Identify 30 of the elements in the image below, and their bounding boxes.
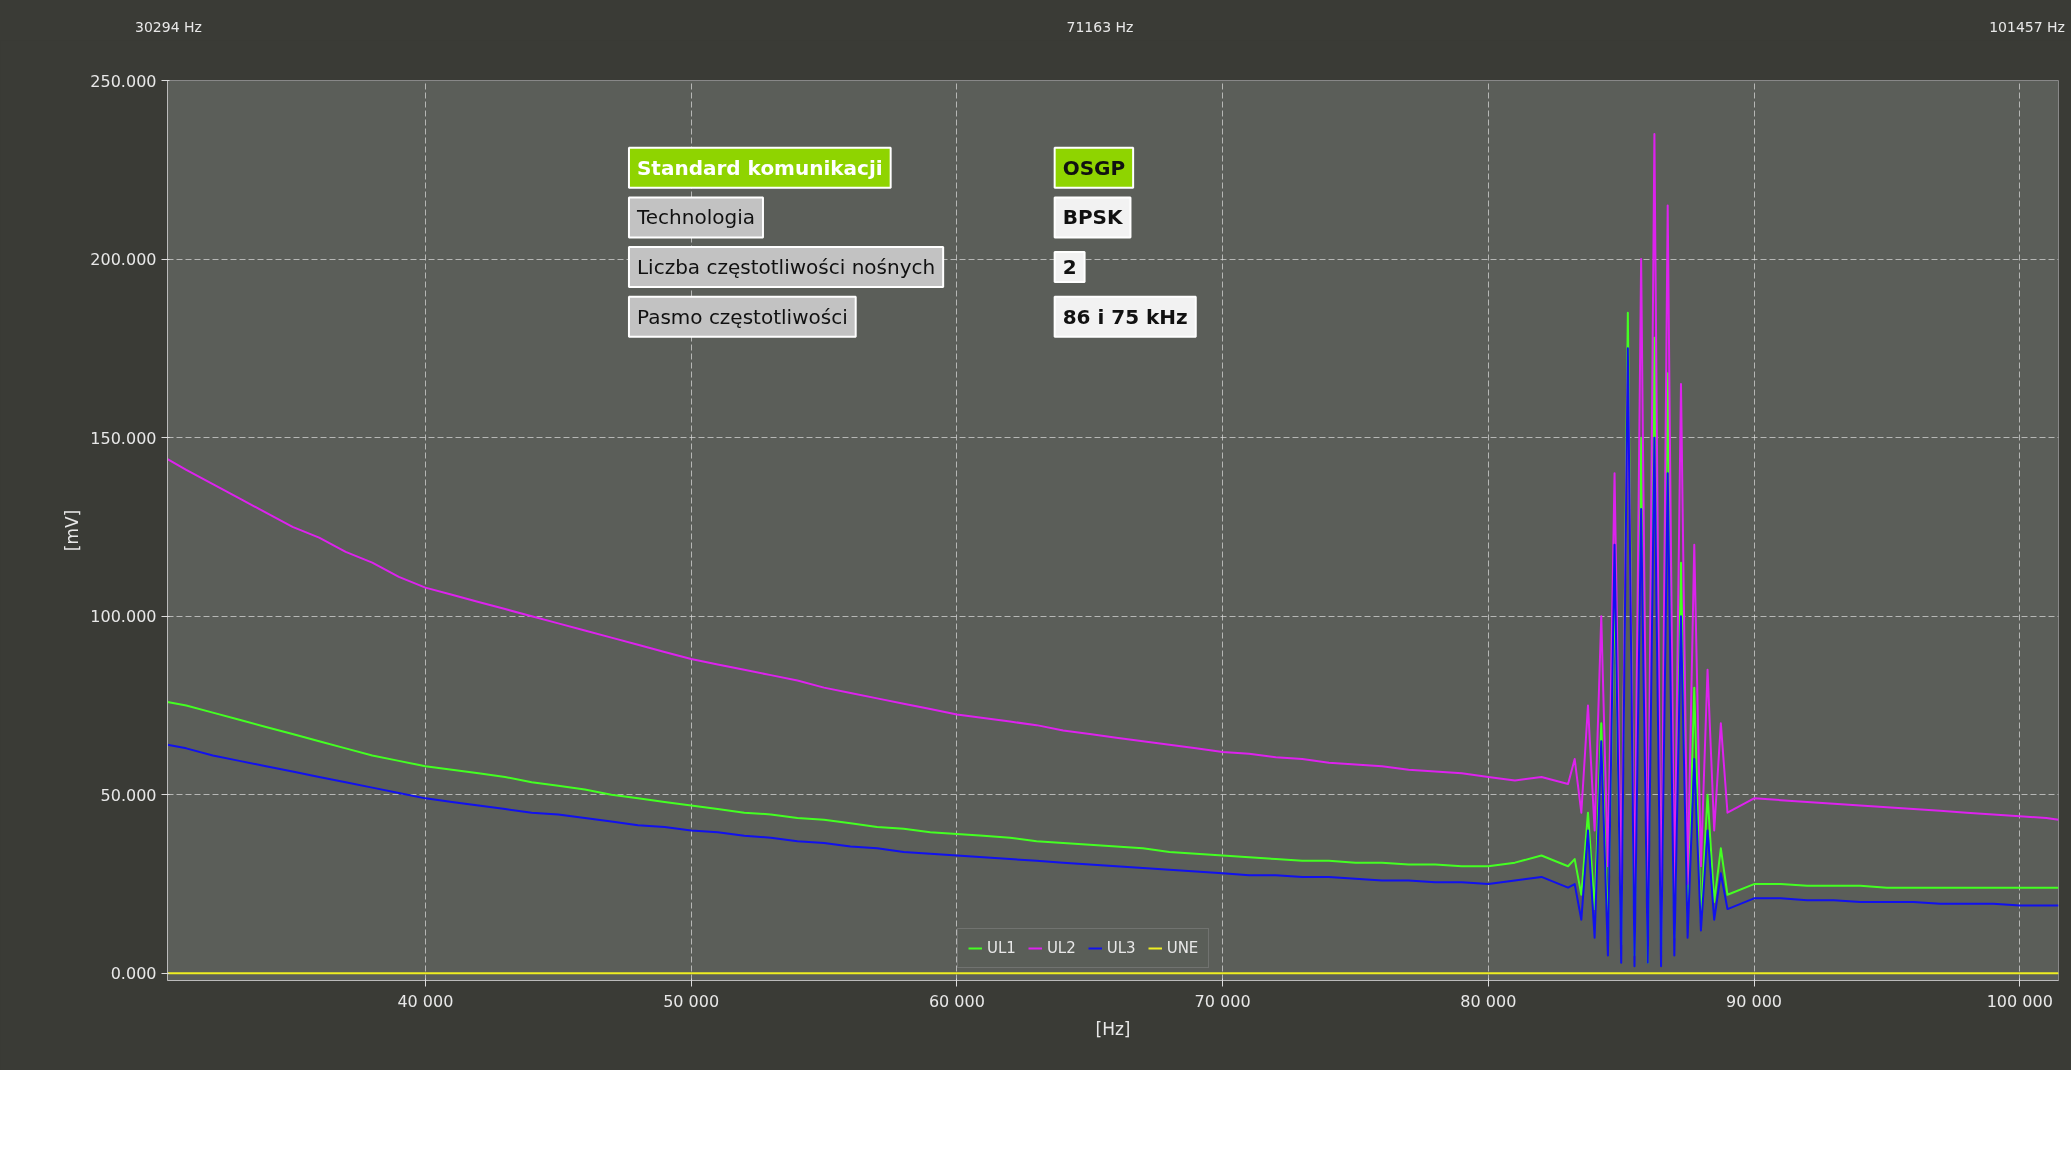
annotation: Technologia [635, 205, 755, 230]
y-tick-label: 50.000 [100, 785, 157, 805]
annotation: 86 i 75 kHz [1062, 304, 1188, 329]
y-tick-label: 150.000 [90, 428, 157, 448]
x-tick-label: 80 000 [1460, 991, 1517, 1011]
x-tick-label: 100 000 [1986, 991, 2053, 1011]
x-tick-label: 40 000 [397, 991, 454, 1011]
annotation: BPSK [1062, 205, 1124, 230]
annotation: Liczba częstotliwości nośnych [636, 255, 936, 280]
annotation: 2 [1062, 255, 1077, 280]
legend-label: UL2 [1046, 939, 1076, 957]
x-axis-title: [Hz] [1095, 1018, 1131, 1039]
x-tick-label: 90 000 [1726, 991, 1783, 1011]
legend-label: UNE [1166, 939, 1199, 957]
x-tick-label: 70 000 [1194, 991, 1251, 1011]
y-tick-label: 250.000 [90, 71, 157, 91]
annotation: OSGP [1062, 155, 1126, 180]
x-tick-label: 60 000 [928, 991, 985, 1011]
legend-label: UL1 [987, 939, 1016, 957]
y-tick-label: 100.000 [90, 607, 157, 627]
annotation: Pasmo częstotliwości [636, 304, 848, 329]
text: 71163 Hz [1065, 18, 1135, 37]
text: 101457 Hz [1988, 18, 2065, 37]
y-tick-label: 200.000 [90, 250, 157, 270]
y-axis-title: [mV] [62, 509, 83, 552]
text: 30294 Hz [135, 18, 203, 37]
y-tick-label: 0.000 [110, 964, 157, 984]
x-tick-label: 50 000 [663, 991, 720, 1011]
annotation: Standard komunikacji [636, 155, 883, 180]
legend-label: UL3 [1106, 939, 1136, 957]
